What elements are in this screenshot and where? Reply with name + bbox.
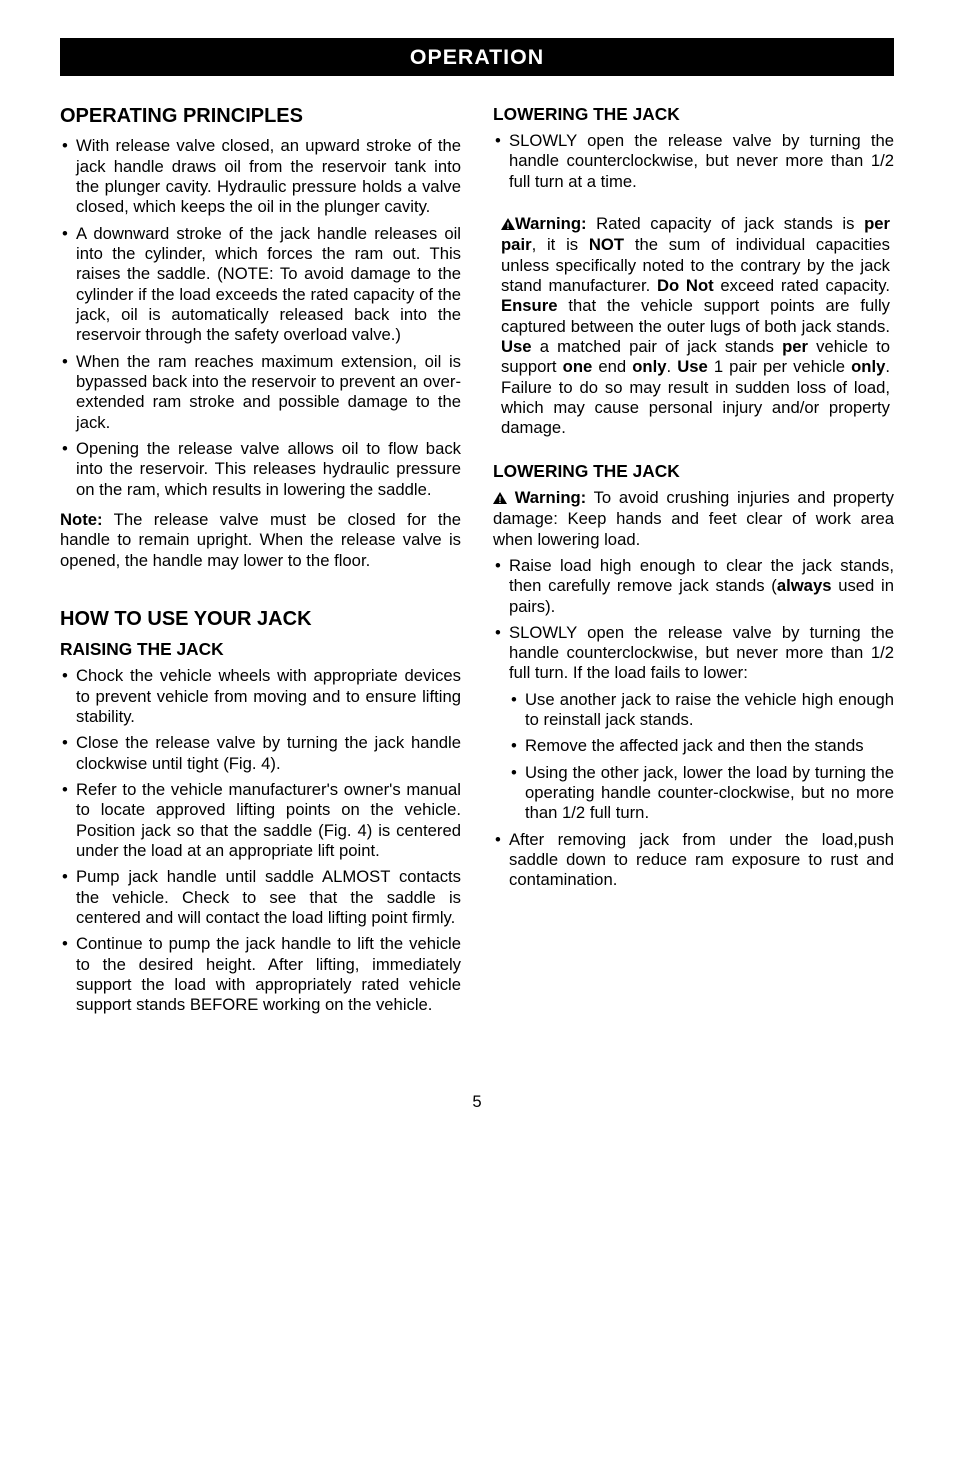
warning-text-part: Rated capacity of jack stands is [587,214,865,233]
left-column: OPERATING PRINCIPLES With release valve … [60,104,461,1022]
warning-text-part: that the vehicle support points are full… [501,296,890,335]
note-text: The release valve must be closed for the… [60,510,461,570]
list-item: Using the other jack, lower the load by … [509,763,894,824]
list-item: After removing jack from under the load,… [493,830,894,891]
note-paragraph: Note: The release valve must be closed f… [60,510,461,571]
list-item: Chock the vehicle wheels with appropriat… [60,666,461,727]
operating-principles-list: With release valve closed, an upward str… [60,136,461,500]
warning-bold: only [851,357,885,376]
list-item-text: SLOWLY open the release valve by turning… [509,623,894,683]
list-item: Use another jack to raise the vehicle hi… [509,690,894,731]
list-item: Refer to the vehicle manufacturer's owne… [60,780,461,861]
list-item: Opening the release valve allows oil to … [60,439,461,500]
svg-text:!: ! [507,221,510,230]
warning-text-part: exceed rated capacity. [714,276,890,295]
lowering-jack-list-1: SLOWLY open the release valve by turning… [493,131,894,192]
list-item: Continue to pump the jack handle to lift… [60,934,461,1015]
svg-text:!: ! [499,495,502,504]
sub-list: Use another jack to raise the vehicle hi… [509,690,894,824]
warning-bold: Use [677,357,708,376]
warning-bold: per [782,337,808,356]
warning-text-part: a matched pair of jack stands [532,337,783,356]
operating-principles-heading: OPERATING PRINCIPLES [60,104,461,128]
list-item: Pump jack handle until saddle ALMOST con… [60,867,461,928]
warning-text-part: . [666,357,677,376]
warning-text-part: end [592,357,632,376]
warning-bold: NOT [589,235,624,254]
warning-text-part: 1 pair per vehicle [708,357,851,376]
list-item: Raise load high enough to clear the jack… [493,556,894,617]
two-column-layout: OPERATING PRINCIPLES With release valve … [60,104,894,1022]
warning-bold: one [563,357,593,376]
warning-bold: Use [501,337,532,356]
warning-label: Warning: [515,214,587,233]
list-item: Close the release valve by turning the j… [60,733,461,774]
warning-triangle-icon: ! [501,215,515,235]
warning-bold: Ensure [501,296,557,315]
right-column: LOWERING THE JACK SLOWLY open the releas… [493,104,894,1022]
list-item: Remove the affected jack and then the st… [509,736,894,756]
lowering-jack-list-2: Raise load high enough to clear the jack… [493,556,894,891]
lowering-jack-heading-1: LOWERING THE JACK [493,104,894,125]
warning-paragraph-1: ! Warning: Rated capacity of jack stands … [493,214,894,439]
list-item: SLOWLY open the release valve by turning… [493,623,894,824]
page-number: 5 [60,1092,894,1112]
list-item: With release valve closed, an upward str… [60,136,461,217]
raising-jack-list: Chock the vehicle wheels with appropriat… [60,666,461,1015]
warning-triangle-icon: ! [493,489,507,509]
section-title-bar: OPERATION [60,38,894,76]
lowering-jack-heading-2: LOWERING THE JACK [493,461,894,482]
how-to-use-heading: HOW TO USE YOUR JACK [60,607,461,631]
list-item: A downward stroke of the jack handle rel… [60,224,461,346]
warning-text-part: , it is [532,235,589,254]
warning-bold: Do Not [657,276,714,295]
warning-bold: only [632,357,666,376]
warning-paragraph-2: ! Warning: To avoid crushing injuries an… [493,488,894,550]
list-item: When the ram reaches maximum extension, … [60,352,461,433]
note-label: Note: [60,510,103,529]
warning-label: Warning: [515,488,587,507]
list-item-bold: always [777,576,832,595]
raising-jack-heading: RAISING THE JACK [60,639,461,660]
list-item: SLOWLY open the release valve by turning… [493,131,894,192]
